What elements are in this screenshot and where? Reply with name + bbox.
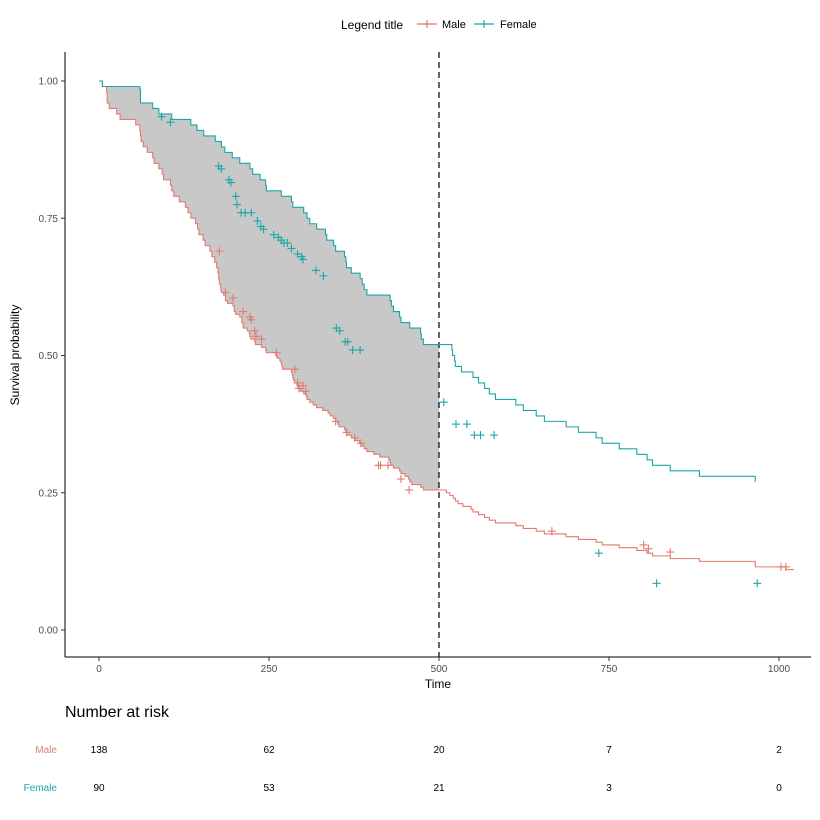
censor-mark-female bbox=[462, 420, 471, 429]
series-layer bbox=[99, 80, 794, 588]
censor-mark-female bbox=[157, 112, 166, 121]
legend-key-male bbox=[417, 20, 437, 28]
censor-mark-male bbox=[376, 461, 385, 470]
censor-mark-male bbox=[396, 475, 405, 484]
censor-mark-female bbox=[293, 249, 302, 258]
y-tick-label: 0.75 bbox=[39, 214, 59, 225]
risk-count: 3 bbox=[606, 783, 612, 794]
shaded-region bbox=[99, 81, 439, 491]
risk-count: 21 bbox=[433, 783, 445, 794]
risk-count: 7 bbox=[606, 745, 612, 756]
censor-mark-female bbox=[283, 238, 292, 247]
censor-mark-female bbox=[299, 255, 307, 264]
legend-key-female bbox=[474, 20, 494, 28]
x-tick-label: 750 bbox=[601, 664, 618, 675]
risk-row-label-female: Female bbox=[24, 783, 58, 794]
censor-mark-female bbox=[594, 549, 603, 558]
censor-mark-female bbox=[253, 216, 262, 225]
censor-mark-female bbox=[452, 420, 460, 429]
y-tick-label: 0.00 bbox=[39, 626, 59, 637]
y-axis-title: Survival probability bbox=[8, 305, 22, 406]
risk-row-label-male: Male bbox=[35, 745, 57, 756]
censor-mark-male bbox=[781, 562, 790, 571]
censor-mark-male bbox=[405, 486, 414, 495]
censor-mark-male bbox=[639, 540, 648, 549]
censor-mark-female bbox=[753, 579, 762, 588]
censor-mark-female bbox=[356, 346, 365, 355]
censor-mark-male bbox=[239, 307, 248, 316]
censor-mark-male bbox=[331, 417, 340, 426]
censor-mark-female bbox=[226, 178, 235, 187]
censor-mark-female bbox=[311, 266, 320, 275]
censor-mark-male bbox=[644, 544, 653, 553]
censor-mark-male bbox=[301, 387, 310, 396]
censor-mark-female bbox=[476, 431, 485, 440]
censor-mark-male bbox=[294, 384, 303, 393]
censor-mark-male bbox=[215, 247, 224, 256]
censor-mark-male bbox=[228, 293, 237, 302]
survival-curve-female bbox=[99, 80, 756, 482]
risk-count: 53 bbox=[263, 783, 275, 794]
risk-count: 20 bbox=[433, 745, 445, 756]
y-tick-label: 0.25 bbox=[39, 488, 59, 499]
x-tick-label: 500 bbox=[431, 664, 448, 675]
censor-mark-female bbox=[490, 431, 499, 440]
risk-table: Male 138 62 20 7 2 Female 90 53 21 3 0 bbox=[24, 745, 783, 794]
censor-mark-male bbox=[252, 332, 261, 341]
censor-mark-male bbox=[350, 433, 359, 442]
censor-mark-male bbox=[257, 335, 266, 344]
censor-mark-male bbox=[384, 461, 392, 470]
y-tick-label: 0.50 bbox=[39, 351, 59, 362]
legend-title: Legend title bbox=[341, 18, 403, 32]
censor-mark-female bbox=[652, 579, 661, 588]
censor-mark-female bbox=[319, 271, 328, 280]
censor-mark-female bbox=[287, 244, 296, 253]
tick-layer: 0 250 500 750 1000 0.00 0.25 0.50 0.75 1.00 bbox=[39, 77, 791, 676]
x-tick-label: 0 bbox=[96, 664, 102, 675]
censor-mark-male bbox=[247, 315, 256, 324]
legend-label-female: Female bbox=[500, 19, 537, 31]
censor-mark-female bbox=[335, 326, 344, 335]
censor-mark-male bbox=[290, 365, 299, 374]
censor-mark-male bbox=[221, 288, 230, 297]
censor-mark-female bbox=[247, 208, 256, 217]
legend-label-male: Male bbox=[442, 19, 466, 31]
shaded-area-layer bbox=[99, 81, 439, 491]
censor-mark-male bbox=[342, 428, 351, 437]
censor-mark-male bbox=[356, 439, 365, 448]
censor-mark-female bbox=[348, 346, 357, 355]
censor-mark-male bbox=[250, 326, 259, 335]
risk-count: 90 bbox=[93, 783, 105, 794]
censor-mark-male bbox=[293, 378, 302, 387]
censor-mark-male bbox=[666, 548, 675, 557]
censor-mark-female bbox=[166, 118, 175, 127]
risk-table-title: Number at risk bbox=[65, 704, 170, 721]
legend: Legend title Male Female bbox=[341, 18, 537, 32]
censor-mark-female bbox=[343, 337, 352, 346]
censor-mark-female bbox=[217, 164, 226, 173]
censor-mark-female bbox=[439, 398, 448, 407]
censor-mark-male bbox=[547, 527, 556, 536]
censor-mark-male bbox=[272, 348, 281, 357]
censor-mark-female bbox=[233, 200, 242, 209]
censor-mark-female bbox=[269, 230, 278, 239]
censor-mark-female bbox=[259, 225, 268, 234]
risk-count: 2 bbox=[776, 745, 782, 756]
y-tick-label: 1.00 bbox=[39, 77, 59, 88]
x-axis-title: Time bbox=[425, 677, 452, 691]
risk-count: 138 bbox=[91, 745, 108, 756]
censor-mark-female bbox=[231, 192, 240, 201]
risk-count: 62 bbox=[263, 745, 275, 756]
risk-count: 0 bbox=[776, 783, 782, 794]
x-tick-label: 1000 bbox=[768, 664, 791, 675]
censor-mark-male bbox=[299, 381, 307, 390]
x-tick-label: 250 bbox=[261, 664, 278, 675]
